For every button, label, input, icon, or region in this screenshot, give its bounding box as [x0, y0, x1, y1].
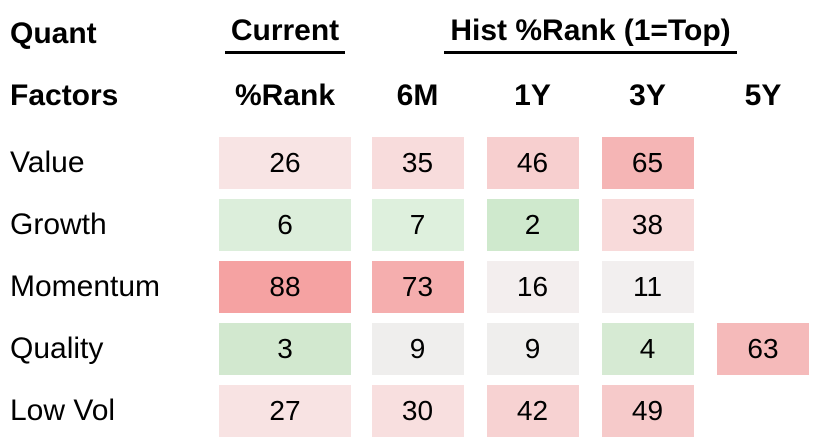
heatmap-cell: 11	[601, 261, 694, 313]
col-header-current: Current	[224, 14, 346, 54]
heatmap-cell: 16	[486, 261, 579, 313]
row-label-value: Value	[10, 146, 85, 179]
title-quant: Quant	[10, 17, 97, 50]
table-row-label-cell: Quality	[0, 318, 210, 380]
heatmap-cell: 2	[486, 199, 579, 251]
heatmap-cell: 65	[601, 137, 694, 189]
row-label-low-vol: Low Vol	[10, 394, 116, 427]
heatmap-cell-empty	[717, 385, 809, 437]
heatmap-cell: 46	[486, 137, 579, 189]
col-5y-cell: 5Y	[705, 70, 821, 122]
heatmap-cell: 9	[371, 323, 464, 375]
col-3y-cell: 3Y	[590, 70, 705, 122]
heatmap-cell-empty	[717, 261, 809, 313]
title-line2-cell: Factors	[0, 70, 210, 122]
heatmap-cell: 3	[219, 323, 351, 375]
heatmap-cell: 27	[219, 385, 351, 437]
heatmap-cell-empty	[717, 137, 809, 189]
table-row-label-cell: Low Vol	[0, 380, 210, 442]
heatmap-cell: 38	[601, 199, 694, 251]
col-header-3y: 3Y	[629, 79, 666, 112]
heatmap-cell: 35	[371, 137, 464, 189]
heatmap-cell: 30	[371, 385, 464, 437]
col-header-hist-rank: Hist %Rank (1=Top)	[444, 14, 737, 54]
col-6m-cell: 6M	[360, 70, 475, 122]
heatmap-cell: 63	[717, 323, 809, 375]
heatmap-cell: 73	[371, 261, 464, 313]
col-1y-cell: 1Y	[475, 70, 590, 122]
row-label-growth: Growth	[10, 208, 107, 241]
col-header-pctrank: %Rank	[234, 79, 336, 112]
heatmap-cell: 4	[601, 323, 694, 375]
heatmap-cell: 26	[219, 137, 351, 189]
heatmap-cell: 42	[486, 385, 579, 437]
title-line1-cell: Quant	[0, 8, 210, 60]
heatmap-cell-empty	[717, 199, 809, 251]
table-row-label-cell: Momentum	[0, 256, 210, 318]
col-header-6m: 6M	[396, 79, 439, 112]
hist-header-cell: Hist %Rank (1=Top)	[360, 8, 821, 60]
table-row-label-cell: Growth	[0, 194, 210, 256]
row-label-momentum: Momentum	[10, 270, 161, 303]
table-row-label-cell: Value	[0, 132, 210, 194]
col-header-5y: 5Y	[744, 79, 782, 112]
title-factors: Factors	[10, 79, 119, 112]
col-header-1y: 1Y	[514, 79, 551, 112]
heatmap-cell: 49	[601, 385, 694, 437]
heatmap-cell: 9	[486, 323, 579, 375]
heatmap-cell: 88	[219, 261, 351, 313]
current-header-cell: Current	[210, 8, 360, 60]
heatmap-cell: 7	[371, 199, 464, 251]
row-label-quality: Quality	[10, 332, 104, 365]
pctrank-header-cell: %Rank	[210, 70, 360, 122]
heatmap-cell: 6	[219, 199, 351, 251]
